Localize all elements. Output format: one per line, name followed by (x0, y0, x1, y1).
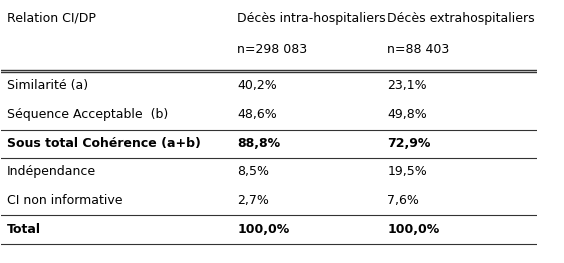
Text: 49,8%: 49,8% (387, 108, 427, 121)
Text: 48,6%: 48,6% (237, 108, 277, 121)
Text: Similarité (a): Similarité (a) (7, 79, 88, 93)
Text: 7,6%: 7,6% (387, 194, 419, 207)
Text: n=298 083: n=298 083 (237, 43, 307, 56)
Text: 2,7%: 2,7% (237, 194, 269, 207)
Text: 40,2%: 40,2% (237, 79, 277, 93)
Text: CI non informative: CI non informative (7, 194, 122, 207)
Text: 88,8%: 88,8% (237, 137, 280, 150)
Text: 19,5%: 19,5% (387, 165, 427, 178)
Text: Décès extrahospitaliers: Décès extrahospitaliers (387, 12, 535, 25)
Text: Relation CI/DP: Relation CI/DP (7, 12, 96, 25)
Text: 8,5%: 8,5% (237, 165, 269, 178)
Text: 100,0%: 100,0% (237, 222, 289, 236)
Text: Séquence Acceptable  (b): Séquence Acceptable (b) (7, 108, 168, 121)
Text: 100,0%: 100,0% (387, 222, 439, 236)
Text: 23,1%: 23,1% (387, 79, 427, 93)
Text: Indépendance: Indépendance (7, 165, 96, 178)
Text: 72,9%: 72,9% (387, 137, 431, 150)
Text: n=88 403: n=88 403 (387, 43, 450, 56)
Text: Décès intra-hospitaliers: Décès intra-hospitaliers (237, 12, 386, 25)
Text: Sous total Cohérence (a+b): Sous total Cohérence (a+b) (7, 137, 201, 150)
Text: Total: Total (7, 222, 41, 236)
